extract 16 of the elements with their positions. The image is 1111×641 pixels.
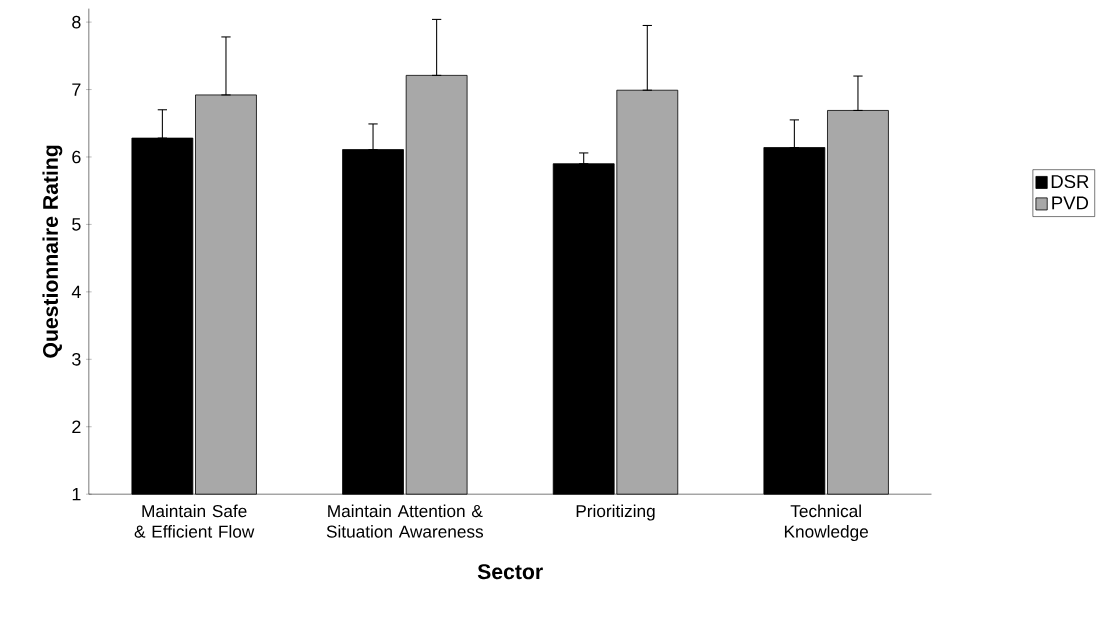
x-axis-title: Sector xyxy=(477,564,543,580)
y-tick-label: 1 xyxy=(72,487,81,501)
y-tick-label: 6 xyxy=(72,150,81,164)
y-tick-label: 5 xyxy=(72,218,81,231)
x-tick-label: Prioritizing xyxy=(576,504,655,521)
y-tick-label: 3 xyxy=(72,352,81,366)
y-axis-title: Questionnaire Rating xyxy=(42,145,63,358)
x-tick-label: Maintain Safe & Efficient Flow xyxy=(134,504,255,538)
y-tick-label: 4 xyxy=(71,285,81,298)
legend-label: PVD xyxy=(1052,196,1089,210)
y-tick-label: 8 xyxy=(72,15,81,29)
legend-label: DSR xyxy=(1051,174,1089,188)
x-tick-label: Technical Knowledge xyxy=(784,504,868,541)
y-tick-label: 2 xyxy=(72,420,81,433)
y-tick-label: 7 xyxy=(72,83,81,96)
x-tick-label: Maintain Attention & Situation Awareness xyxy=(326,504,484,538)
